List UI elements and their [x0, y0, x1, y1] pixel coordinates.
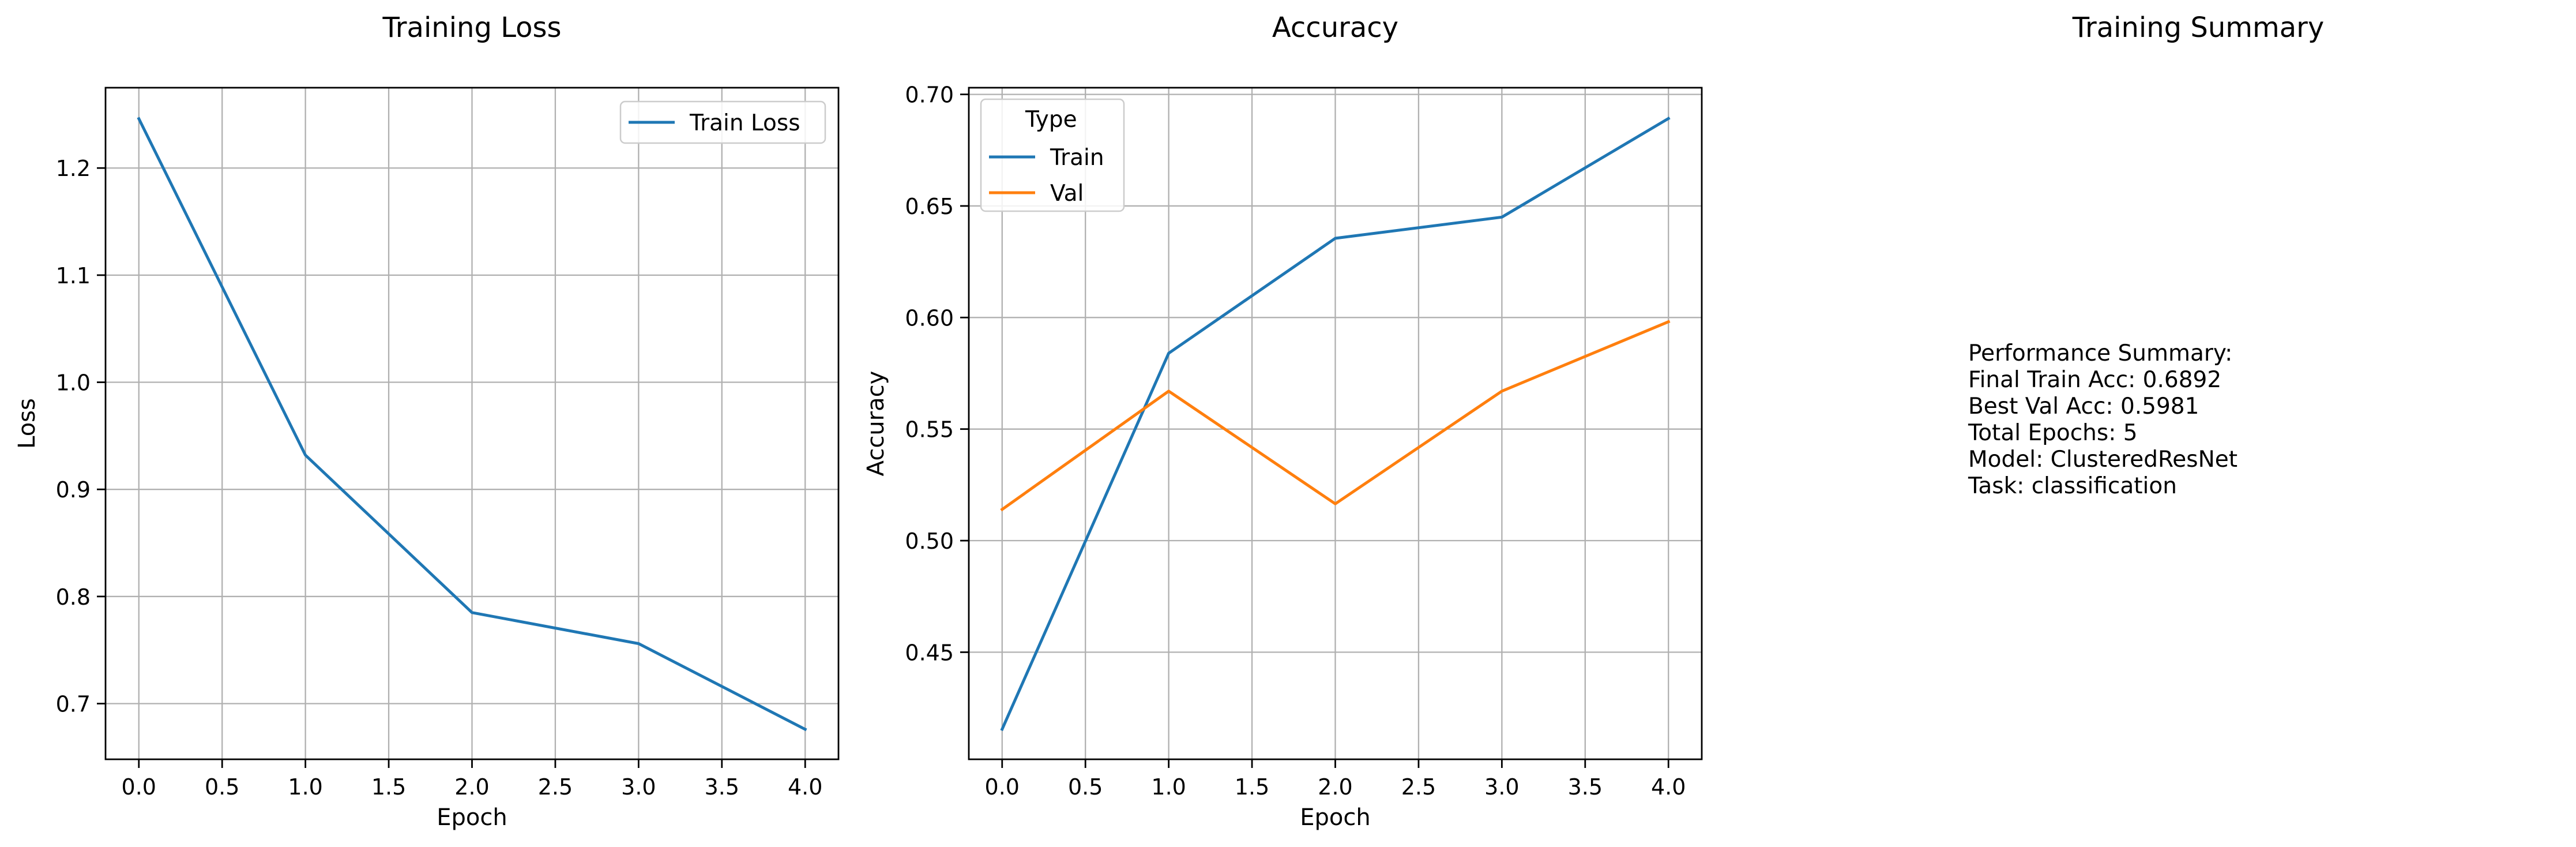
summary-line-model: Model: ClusteredResNet: [1968, 447, 2238, 473]
x-tick-label: 0.0: [985, 774, 1020, 800]
y-tick-label: 1.2: [56, 156, 91, 181]
x-axis-label: Epoch: [1300, 804, 1370, 831]
summary-line-heading: Performance Summary:: [1968, 340, 2233, 366]
y-tick-label: 0.8: [56, 584, 91, 610]
legend-label: Train: [1050, 145, 1104, 171]
summary-line-final-train-acc: Final Train Acc: 0.6892: [1968, 367, 2222, 393]
y-tick-label: 1.1: [56, 263, 91, 288]
x-tick-label: 3.5: [1568, 774, 1603, 800]
series-line-train: [1000, 116, 1671, 732]
y-tick-label: 0.9: [56, 477, 91, 503]
y-tick-label: 0.45: [905, 640, 954, 665]
legend: Type Train Val: [980, 98, 1125, 212]
x-tick-label: 3.5: [705, 774, 739, 800]
performance-summary: Performance Summary: Final Train Acc: 0.…: [1968, 340, 2237, 500]
chart-panel-0: 0.0 0.5 1.0 1.5 2.0 2.5 3.0 3.5 4.0 0.7 0.8 0.9 1.0 1…: [14, 12, 840, 831]
legend-frame: [619, 100, 826, 144]
y-tick-label: 0.55: [905, 417, 954, 443]
x-tick-label: 1.5: [1235, 774, 1269, 800]
x-tick-label: 2.5: [1401, 774, 1436, 800]
y-tick-label: 0.60: [905, 305, 954, 331]
y-axis-label: Loss: [14, 398, 40, 449]
chart-title: Training Loss: [382, 12, 562, 44]
legend: Train Loss: [619, 100, 826, 144]
summary-line-best-val-acc: Best Val Acc: 0.5981: [1968, 393, 2199, 419]
series-line-train-loss: [137, 117, 807, 732]
y-axis-label: Accuracy: [863, 371, 889, 477]
x-tick-label: 3.0: [621, 774, 656, 800]
summary-line-task: Task: classification: [1968, 473, 2177, 499]
legend-label: Train Loss: [689, 110, 800, 136]
legend-title: Type: [1025, 107, 1077, 133]
x-tick-label: 0.0: [122, 774, 156, 800]
x-axis-label: Epoch: [437, 804, 507, 831]
x-tick-label: 1.0: [1151, 774, 1186, 800]
summary-line-total-epochs: Total Epochs: 5: [1968, 420, 2138, 446]
summary-title: Training Summary: [2072, 12, 2325, 44]
x-tick-label: 1.5: [371, 774, 406, 800]
chart-panel-1: 0.0 0.5 1.0 1.5 2.0 2.5 3.0 3.5 4.0 0.45 0.50 0.55 0…: [863, 12, 1703, 831]
x-tick-label: 2.5: [538, 774, 573, 800]
y-tick-label: 0.65: [905, 194, 954, 219]
x-tick-label: 4.0: [1651, 774, 1686, 800]
legend-frame: [980, 98, 1125, 212]
series-line-val: [1000, 320, 1671, 512]
x-tick-label: 0.5: [1068, 774, 1103, 800]
chart-title: Accuracy: [1272, 12, 1398, 44]
y-tick-label: 0.7: [56, 691, 91, 717]
legend-label: Val: [1050, 181, 1084, 207]
x-tick-label: 2.0: [1318, 774, 1352, 800]
y-tick-label: 0.50: [905, 529, 954, 554]
x-tick-label: 0.5: [205, 774, 239, 800]
x-tick-label: 4.0: [788, 774, 822, 800]
x-tick-label: 2.0: [454, 774, 489, 800]
y-tick-label: 0.70: [905, 83, 954, 108]
x-tick-label: 3.0: [1484, 774, 1519, 800]
y-tick-label: 1.0: [56, 370, 91, 396]
x-tick-label: 1.0: [288, 774, 322, 800]
